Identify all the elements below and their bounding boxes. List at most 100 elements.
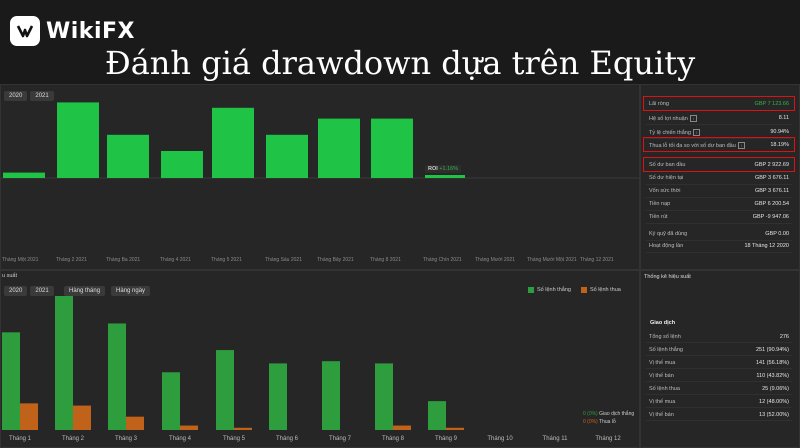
trade-stat-row: Vị thế mua 12 (48.00%)	[646, 396, 792, 408]
stat-label: Ký quỹ đã dùng	[649, 231, 688, 237]
top-x-tick: Tháng 2 2021	[56, 257, 87, 263]
bottom-x-tick: Tháng 11	[542, 436, 568, 442]
summary-losses-label: Thua lỗ	[599, 419, 616, 425]
wins-bar[interactable]	[269, 363, 287, 430]
trade-stat-label: Vị thế mua	[649, 359, 676, 366]
bottom-year-tab-2020[interactable]: 2020	[4, 286, 28, 296]
trade-stat-label: Vị thế bán	[649, 411, 674, 418]
wins-bar[interactable]	[108, 323, 126, 430]
summary-wins-label: Giao dịch thắng	[599, 411, 635, 417]
trade-stat-value: 251 (90.94%)	[755, 346, 789, 353]
trade-stat-row: Tổng số lệnh 276	[646, 331, 792, 343]
equity-bar-chart	[0, 102, 640, 179]
equity-bar[interactable]	[161, 151, 203, 178]
equity-bar[interactable]	[3, 172, 45, 178]
equity-bar[interactable]	[318, 118, 360, 178]
losses-bar[interactable]	[20, 403, 38, 430]
trade-stat-value: 13 (52.00%)	[759, 411, 789, 418]
stat-value: GBP 7 123.66	[754, 101, 789, 107]
bottom-x-tick: Tháng 6	[275, 436, 299, 442]
top-x-tick: Tháng Mười 2021	[475, 257, 515, 263]
top-x-tick: Tháng Chín 2021	[423, 257, 462, 263]
bottom-x-tick: Tháng 3	[114, 436, 138, 442]
stats-panel	[640, 84, 800, 270]
wins-bar[interactable]	[428, 401, 446, 430]
summary-losses-count: 0 (0%)	[583, 419, 598, 425]
trade-stats-title: Thống kê hiệu suất	[644, 274, 691, 280]
legend-wins[interactable]: Số lệnh thắng	[528, 287, 571, 293]
bottom-legend: Số lệnh thắng Số lệnh thua	[528, 287, 621, 293]
equity-bar[interactable]	[371, 118, 413, 178]
stat-row: Vốn sức thời GBP 3 676.11	[646, 185, 792, 198]
stat-value: GBP 3 676.11	[754, 188, 789, 194]
trade-stat-label: Tổng số lệnh	[649, 333, 681, 340]
trade-stat-label: Vị thế bán	[649, 372, 674, 379]
page-headline: Đánh giá drawdown dựa trên Equity	[104, 44, 696, 82]
equity-bar[interactable]	[266, 134, 308, 178]
wins-bar[interactable]	[216, 350, 234, 430]
stat-label: Tỷ lệ chiến thắng i	[649, 128, 700, 136]
stat-value: GBP 0.00	[765, 231, 789, 237]
legend-losses-label: Số lệnh thua	[589, 287, 621, 293]
trade-stat-label: Số lệnh thua	[649, 385, 680, 392]
stat-value: 18 Tháng 12 2020	[744, 243, 789, 249]
losses-bar[interactable]	[446, 427, 464, 430]
wins-bar[interactable]	[2, 332, 20, 430]
top-x-tick: Tháng Một 2021	[2, 257, 39, 263]
equity-bar[interactable]	[57, 102, 99, 178]
wins-bar[interactable]	[162, 372, 180, 430]
stat-value: 18.19%	[770, 142, 789, 148]
top-x-tick: Tháng Bảy 2021	[317, 257, 354, 263]
stat-value: 8.11	[778, 115, 789, 121]
legend-losses[interactable]: Số lệnh thua	[580, 287, 621, 293]
losses-bar[interactable]	[126, 416, 144, 430]
stat-row: Tiền rút GBP -9 947.06	[646, 211, 792, 224]
stat-value: GBP 2 922.69	[754, 162, 789, 168]
wins-bar[interactable]	[55, 296, 73, 430]
trade-stat-value: 25 (9.06%)	[762, 385, 789, 392]
hover-summary: 0 (0%) Giao dịch thắng 0 (0%) Thua lỗ	[583, 410, 634, 426]
bottom-year-tab-2021[interactable]: 2021	[30, 286, 54, 296]
year-tab-2021[interactable]: 2021	[30, 91, 54, 101]
roi-label: ROI	[428, 166, 438, 172]
bottom-x-tick: Tháng 1	[8, 436, 32, 442]
wikifx-logo-icon	[10, 16, 40, 46]
bottom-x-tick: Tháng 7	[328, 436, 352, 442]
wins-bar[interactable]	[375, 363, 393, 430]
year-tab-2020[interactable]: 2020	[4, 91, 28, 101]
bottom-x-tick: Tháng 10	[487, 436, 513, 442]
equity-bar[interactable]	[212, 107, 254, 178]
trade-stats-panel	[640, 270, 800, 448]
bottom-x-tick: Tháng 9	[434, 436, 458, 442]
losses-bar[interactable]	[180, 425, 198, 430]
stat-row: Ký quỹ đã dùng GBP 0.00	[646, 228, 792, 241]
highlight-initial-balance	[643, 157, 795, 172]
stat-label: Tiền rút	[649, 214, 668, 220]
tab-daily[interactable]: Hàng ngày	[111, 286, 151, 296]
stat-value: GBP -9 947.06	[752, 214, 789, 220]
mode-tabs: Hàng tháng Hàng ngày	[64, 286, 151, 296]
legend-losses-swatch	[580, 287, 587, 293]
equity-bar[interactable]	[107, 134, 149, 178]
trade-stat-value: 110 (43.82%)	[756, 372, 789, 379]
highlight-net-profit	[643, 96, 795, 111]
trade-stat-row: Vị thế bán 13 (52.00%)	[646, 409, 792, 421]
legend-wins-swatch	[528, 287, 534, 293]
tab-monthly[interactable]: Hàng tháng	[64, 286, 106, 296]
losses-bar[interactable]	[393, 425, 411, 430]
info-icon[interactable]: i	[737, 141, 745, 149]
trade-stat-value: 12 (48.00%)	[759, 398, 789, 405]
wins-bar[interactable]	[322, 361, 340, 430]
trade-stat-label: Số lệnh thắng	[649, 346, 683, 353]
trade-stat-value: 276	[779, 333, 789, 340]
section-label: u suất	[2, 273, 17, 279]
trade-stat-row: Vị thế mua 141 (56.18%)	[646, 357, 792, 369]
losses-bar[interactable]	[73, 405, 91, 430]
info-icon[interactable]: i	[692, 128, 700, 136]
stat-label: Hoạt động lần	[649, 243, 684, 249]
info-icon[interactable]: i	[689, 114, 697, 122]
losses-bar[interactable]	[234, 427, 252, 430]
trade-stat-row: Số lệnh thắng 251 (90.94%)	[646, 344, 792, 356]
summary-wins: 0 (0%) Giao dịch thắng	[583, 410, 634, 418]
stat-label: Số dư hiện tại	[649, 175, 684, 181]
